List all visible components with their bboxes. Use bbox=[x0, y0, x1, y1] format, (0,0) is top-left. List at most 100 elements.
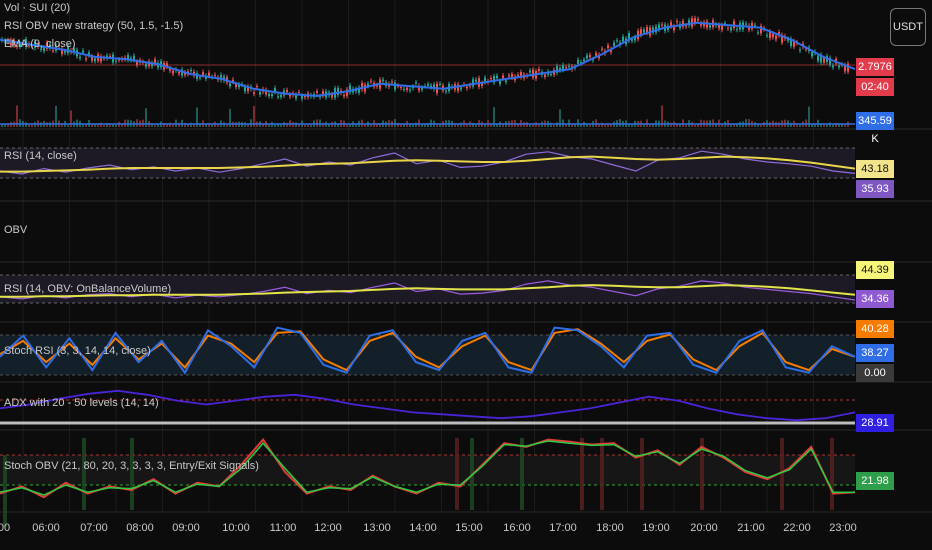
candle-body bbox=[304, 96, 306, 98]
obv-indicator-label[interactable]: OBV bbox=[4, 224, 28, 236]
candle-body bbox=[88, 52, 90, 56]
volume-bar bbox=[694, 124, 696, 127]
ema-indicator-label[interactable]: EMA (9, close) bbox=[4, 38, 76, 50]
candle-body bbox=[286, 90, 288, 93]
volume-bar bbox=[190, 122, 192, 127]
volume-bar bbox=[571, 124, 573, 127]
volume-bar bbox=[574, 123, 576, 127]
volume-bar bbox=[844, 124, 846, 127]
volume-bar bbox=[838, 123, 840, 127]
time-axis-label: 10:00 bbox=[222, 522, 250, 534]
time-axis-label: 20:00 bbox=[690, 522, 718, 534]
candle-body bbox=[517, 74, 519, 77]
volume-bar bbox=[595, 119, 597, 127]
candle-body bbox=[259, 91, 261, 95]
volume-bar bbox=[412, 124, 414, 127]
candle-body bbox=[208, 72, 210, 77]
time-axis-label: 06:00 bbox=[32, 522, 60, 534]
signal-bar bbox=[82, 438, 86, 510]
adx-indicator-label[interactable]: ADX with 20 - 50 levels (14, 14) bbox=[4, 397, 159, 409]
candle-body bbox=[718, 24, 720, 29]
candle-body bbox=[349, 85, 351, 93]
adx-value-tag: 28.91 bbox=[856, 414, 894, 432]
candle-body bbox=[223, 76, 225, 81]
candle-body bbox=[43, 47, 45, 52]
currency-button[interactable]: USDT bbox=[890, 8, 926, 46]
volume-bar bbox=[253, 105, 255, 127]
candle-body bbox=[673, 26, 675, 31]
candle-body bbox=[661, 24, 663, 26]
stoch-obv-indicator-label[interactable]: Stoch OBV (21, 80, 20, 3, 3, 3, 3, Entry… bbox=[4, 460, 259, 472]
candle-body bbox=[832, 65, 834, 68]
volume-bar bbox=[682, 119, 684, 127]
volume-indicator-label[interactable]: Vol · SUI (20) bbox=[4, 2, 71, 14]
candle-body bbox=[634, 37, 636, 41]
candle-body bbox=[511, 74, 513, 78]
rsi-obv-indicator-label[interactable]: RSI (14, OBV: OnBalanceVolume) bbox=[4, 283, 172, 295]
time-axis-label: 22:00 bbox=[783, 522, 811, 534]
candle-body bbox=[244, 86, 246, 92]
candle-body bbox=[532, 69, 534, 78]
candle-body bbox=[382, 79, 384, 81]
stoch-rsi-indicator-label[interactable]: Stoch RSI (3, 3, 14, 14, close) bbox=[4, 345, 151, 357]
volume-bar bbox=[97, 124, 99, 127]
volume-bar bbox=[274, 124, 276, 127]
candle-body bbox=[562, 64, 564, 70]
candle-body bbox=[67, 46, 69, 54]
time-axis-label: 15:00 bbox=[455, 522, 483, 534]
volume-bar bbox=[403, 123, 405, 127]
volume-bar bbox=[205, 124, 207, 127]
volume-bar bbox=[661, 105, 663, 127]
candle-body bbox=[220, 74, 222, 81]
volume-bar bbox=[151, 123, 153, 127]
volume-bar bbox=[715, 122, 717, 127]
rsi-obv-strategy-label[interactable]: RSI OBV new strategy (50, 1.5, -1.5) bbox=[4, 20, 184, 32]
candle-body bbox=[16, 45, 18, 47]
candle-body bbox=[64, 51, 66, 53]
candle-body bbox=[577, 59, 579, 64]
volume-bar bbox=[67, 124, 69, 127]
volume-bar bbox=[502, 123, 504, 127]
volume-bar bbox=[277, 124, 279, 127]
candle-body bbox=[550, 74, 552, 76]
volume-bar bbox=[226, 123, 228, 127]
candle-body bbox=[361, 83, 363, 90]
candle-body bbox=[490, 77, 492, 79]
candle-body bbox=[817, 55, 819, 61]
rsi-obv-value-tag: 34.36 bbox=[856, 290, 894, 308]
candle-body bbox=[844, 65, 846, 72]
candle-body bbox=[190, 69, 192, 71]
candle-body bbox=[493, 76, 495, 83]
rsi-value-tag: 35.93 bbox=[856, 180, 894, 198]
volume-bar bbox=[208, 122, 210, 127]
volume-bar bbox=[757, 123, 759, 127]
candle-body bbox=[499, 80, 501, 85]
time-axis-label: 18:00 bbox=[596, 522, 624, 534]
time-axis-label: 12:00 bbox=[314, 522, 342, 534]
price-tag: 2.7976 bbox=[856, 58, 894, 76]
signal-bar bbox=[580, 438, 584, 510]
volume-bar bbox=[484, 123, 486, 127]
candle-body bbox=[475, 79, 477, 82]
volume-bar bbox=[187, 123, 189, 127]
candle-body bbox=[58, 44, 60, 46]
candle-body bbox=[829, 57, 831, 65]
volume-bar bbox=[85, 124, 87, 127]
volume-bar bbox=[796, 124, 798, 127]
candle-body bbox=[367, 83, 369, 87]
candle-body bbox=[91, 56, 93, 61]
candle-body bbox=[232, 79, 234, 82]
volume-bar bbox=[472, 122, 474, 127]
volume-bar bbox=[598, 124, 600, 127]
rsi-obv-ma-line bbox=[0, 284, 856, 298]
time-axis-label: 19:00 bbox=[642, 522, 670, 534]
candle-body bbox=[247, 86, 249, 92]
rsi-indicator-label[interactable]: RSI (14, close) bbox=[4, 150, 77, 162]
volume-bar bbox=[604, 123, 606, 127]
candle-body bbox=[769, 31, 771, 39]
volume-bar bbox=[685, 124, 687, 127]
volume-bar bbox=[355, 124, 357, 127]
volume-bar bbox=[550, 122, 552, 127]
volume-bar bbox=[799, 124, 801, 127]
